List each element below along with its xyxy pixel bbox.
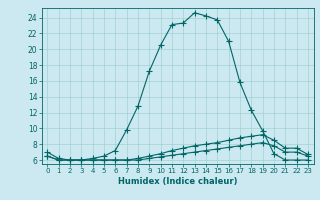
X-axis label: Humidex (Indice chaleur): Humidex (Indice chaleur) [118, 177, 237, 186]
